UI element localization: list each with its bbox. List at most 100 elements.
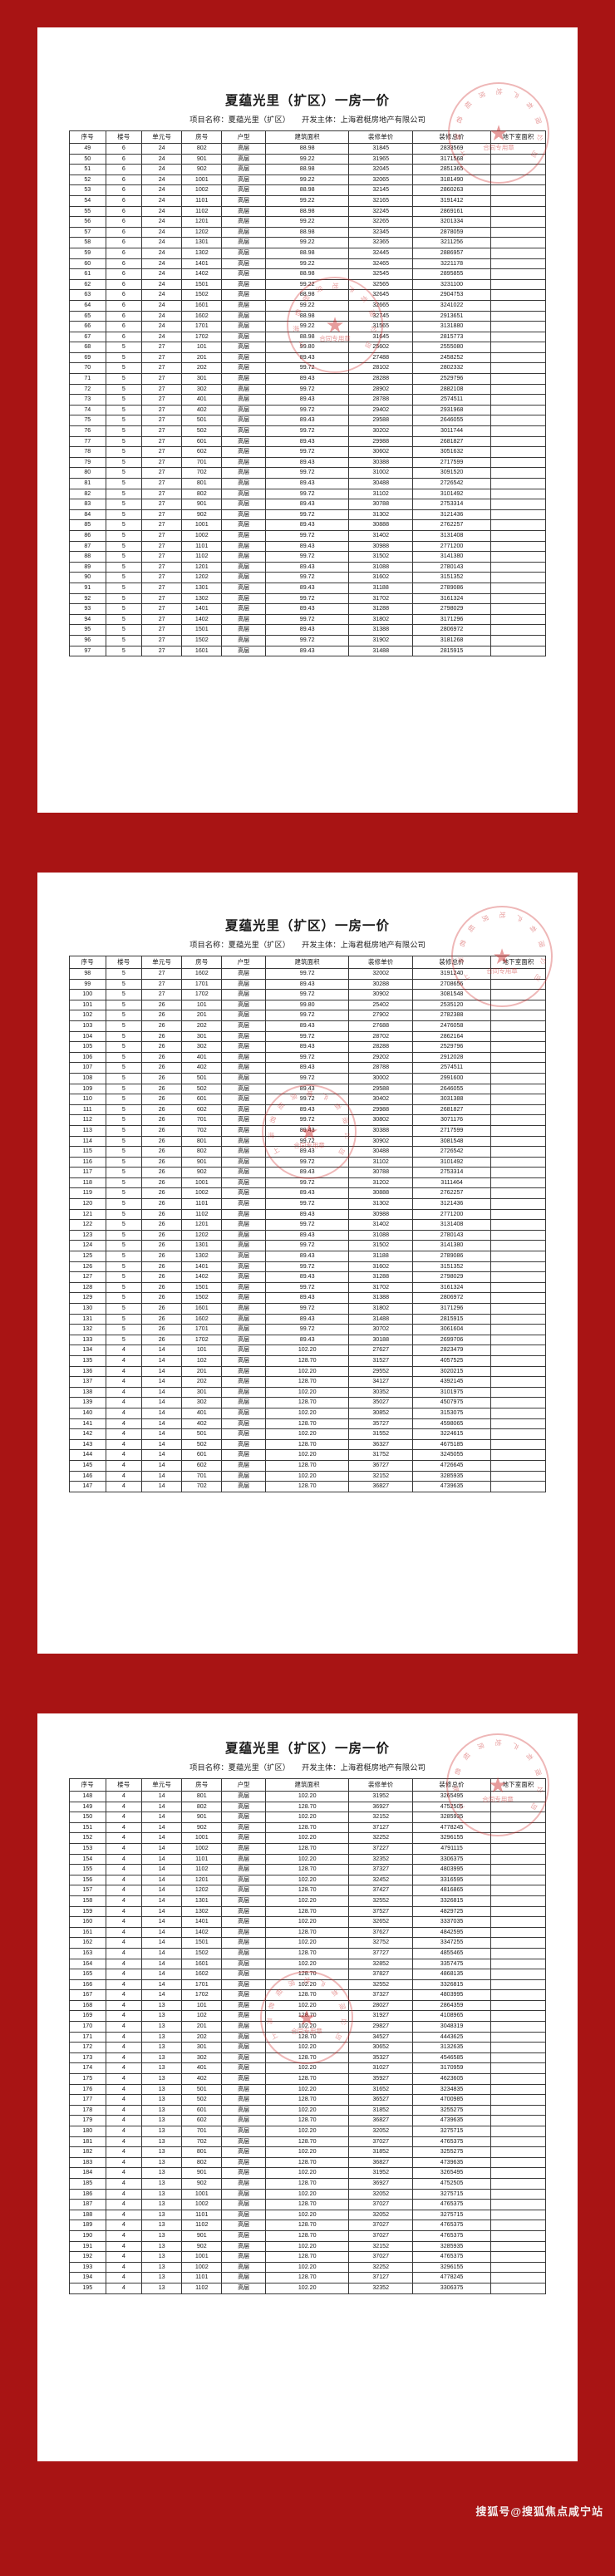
cell-建筑面积: 88.98	[265, 310, 350, 322]
cell-单元号: 24	[141, 194, 183, 207]
cell-户型: 高层	[221, 561, 267, 573]
column-header-4: 户型	[221, 1778, 267, 1792]
cell-楼号: 4	[105, 2261, 143, 2274]
cell-户型: 高层	[221, 2251, 267, 2263]
cell-装修单价: 36527	[348, 2094, 414, 2106]
cell-装修单价: 25602	[348, 342, 414, 353]
cell-建筑面积: 128.70	[265, 1926, 350, 1939]
table-row: 119 5 26 1002 高层 89.43 30888 2762257	[69, 1187, 546, 1200]
column-header-8: 地下室面积	[490, 130, 546, 144]
cell-楼号: 4	[105, 2115, 143, 2126]
cell-装修单价: 29552	[348, 1365, 414, 1378]
cell-装修单价: 31952	[348, 1791, 414, 1802]
cell-地下室面积	[490, 143, 546, 155]
cell-楼号: 4	[105, 1842, 143, 1855]
cell-建筑面积: 89.43	[265, 1104, 350, 1116]
cell-房号: 301	[181, 373, 223, 385]
cell-装修单价: 32152	[348, 1812, 414, 1823]
cell-序号: 178	[69, 2104, 106, 2116]
cell-户型: 高层	[221, 968, 267, 980]
cell-户型: 高层	[221, 2282, 267, 2294]
cell-装修单价: 31302	[348, 1198, 414, 1210]
cell-房号: 1402	[181, 268, 223, 280]
cell-序号: 52	[69, 174, 106, 186]
cell-单元号: 14	[141, 1885, 183, 1896]
cell-单元号: 26	[141, 1156, 183, 1168]
cell-户型: 高层	[221, 446, 267, 458]
cell-楼号: 5	[105, 404, 143, 416]
cell-装修单价: 30388	[348, 456, 414, 469]
document-page-1: 上海君梃房地产有限公司 ★ 合同专用章 上海君梃房地产有限公司 ★ 合同专用章 …	[37, 27, 578, 813]
cell-装修单价: 31845	[348, 143, 414, 155]
cell-房号: 1401	[181, 603, 223, 615]
cell-装修单价: 32052	[348, 2188, 414, 2200]
cell-户型: 高层	[221, 1177, 267, 1189]
cell-单元号: 27	[141, 446, 183, 458]
cell-单元号: 13	[141, 2136, 183, 2148]
cell-装修总价: 4855465	[412, 1947, 492, 1959]
cell-户型: 高层	[221, 2104, 267, 2116]
table-row: 97 5 27 1601 高层 89.43 31488 2815915	[69, 645, 546, 657]
cell-地下室面积	[490, 383, 546, 396]
cell-装修单价: 31752	[348, 1449, 414, 1461]
cell-序号: 69	[69, 351, 106, 364]
cell-建筑面积: 102.20	[265, 1979, 350, 1991]
cell-单元号: 27	[141, 488, 183, 500]
cell-房号: 1701	[181, 321, 223, 332]
cell-房号: 701	[181, 1114, 223, 1126]
cell-序号: 89	[69, 561, 106, 573]
cell-序号: 51	[69, 164, 106, 175]
cell-房号: 301	[181, 2042, 223, 2053]
cell-单元号: 14	[141, 1926, 183, 1939]
cell-序号: 129	[69, 1292, 106, 1304]
cell-楼号: 4	[105, 2126, 143, 2137]
cell-单元号: 26	[141, 1062, 183, 1074]
cell-装修总价: 3181268	[412, 634, 492, 646]
cell-装修总价: 3285935	[412, 2240, 492, 2253]
cell-楼号: 5	[105, 645, 143, 657]
cell-装修单价: 32445	[348, 247, 414, 259]
cell-户型: 高层	[221, 999, 267, 1011]
cell-户型: 高层	[221, 1229, 267, 1241]
cell-单元号: 14	[141, 1916, 183, 1928]
cell-楼号: 5	[105, 613, 143, 626]
cell-建筑面积: 102.20	[265, 1853, 350, 1866]
cell-建筑面积: 128.70	[265, 1481, 350, 1492]
cell-装修总价: 3221178	[412, 258, 492, 270]
cell-房号: 501	[181, 1072, 223, 1084]
cell-序号: 174	[69, 2062, 106, 2075]
cell-装修单价: 25402	[348, 999, 414, 1011]
cell-房号: 601	[181, 1449, 223, 1461]
cell-序号: 138	[69, 1386, 106, 1399]
cell-楼号: 4	[105, 1801, 143, 1813]
cell-装修总价: 2681827	[412, 1104, 492, 1116]
cell-装修单价: 31102	[348, 1156, 414, 1168]
cell-楼号: 4	[105, 1905, 143, 1918]
cell-房号: 1702	[181, 1334, 223, 1346]
cell-单元号: 26	[141, 1208, 183, 1221]
cell-户型: 高层	[221, 2199, 267, 2210]
cell-户型: 高层	[221, 1198, 267, 1210]
cell-序号: 65	[69, 310, 106, 322]
cell-单元号: 24	[141, 299, 183, 312]
cell-房号: 802	[181, 2156, 223, 2169]
cell-装修单价: 30602	[348, 446, 414, 458]
cell-楼号: 5	[105, 1146, 143, 1158]
cell-装修总价: 3285935	[412, 1470, 492, 1482]
cell-楼号: 6	[105, 321, 143, 332]
cell-序号: 61	[69, 268, 106, 280]
cell-序号: 145	[69, 1459, 106, 1472]
cell-地下室面积	[490, 299, 546, 312]
cell-户型: 高层	[221, 342, 267, 353]
table-body: 49 6 24 802 高层 88.98 31845 2833569 50 6 24 901 高层 99.…	[69, 143, 546, 657]
table-row: 152 4 14 1001 高层 102.20 32252 3296155	[69, 1832, 546, 1844]
column-header-6: 装修单价	[348, 130, 414, 144]
cell-户型: 高层	[221, 1821, 267, 1834]
cell-单元号: 14	[141, 1470, 183, 1482]
document-page-2: 上海君梃房地产有限公司 ★ 合同专用章 上海君梃房地产有限公司 ★ 合同专用章 …	[37, 873, 578, 1654]
cell-装修单价: 28102	[348, 362, 414, 375]
table-row: 137 4 14 202 高层 128.70 34127 4392145	[69, 1376, 546, 1388]
cell-建筑面积: 99.72	[265, 362, 350, 375]
table-row: 146 4 14 701 高层 102.20 32152 3285935	[69, 1470, 546, 1482]
cell-装修单价: 32465	[348, 258, 414, 270]
